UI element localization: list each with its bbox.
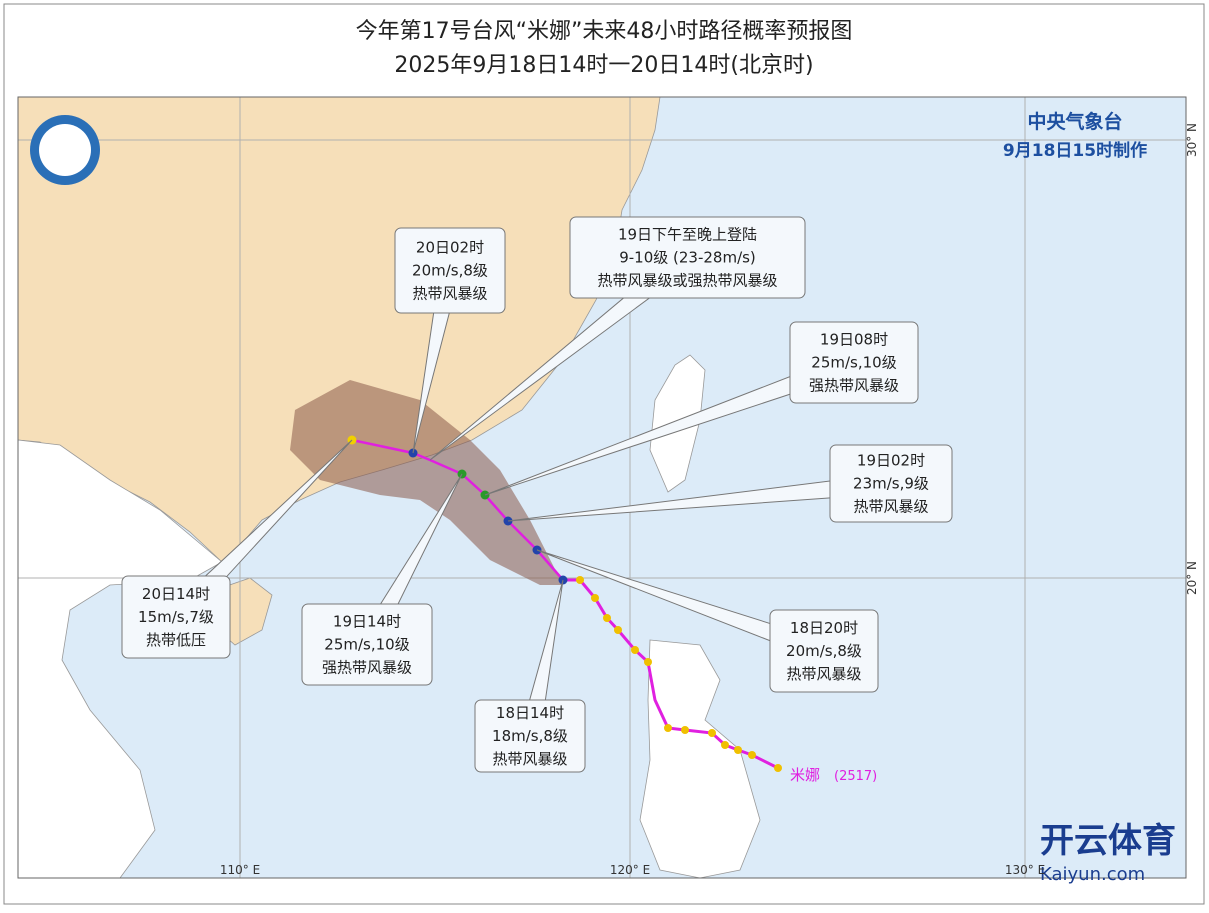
callout-box [569, 216, 806, 299]
past-point [721, 741, 729, 749]
past-point [644, 658, 652, 666]
callout-text: 20m/s,8级 [412, 262, 488, 280]
past-point [631, 646, 639, 654]
agency-time: 9月18日15时制作 [1003, 140, 1147, 161]
callout-box [121, 575, 231, 659]
y-axis-label: 30° N [1185, 123, 1199, 157]
callout-box [769, 609, 879, 693]
callout: 19日下午至晚上登陆 9-10级 (23-28m/s) 热带风暴级或强热带风暴级 [429, 216, 806, 461]
callout-box [829, 444, 953, 523]
callout-text: 强热带风暴级 [322, 659, 412, 677]
callout-text: 19日下午至晚上登陆 [618, 226, 757, 244]
x-axis-label: 120° E [610, 863, 650, 877]
land-indochina [17, 439, 223, 879]
callout-text: 热带风暴级 [786, 665, 861, 683]
callout-text: 20m/s,8级 [786, 642, 862, 660]
map-border [17, 96, 1187, 879]
callout-text: 19日02时 [857, 452, 925, 470]
callout-text: 强热带风暴级 [809, 377, 899, 395]
past-point [774, 764, 782, 772]
callout-text: 20日02时 [416, 239, 484, 257]
typhoon-code: (2517) [834, 769, 877, 784]
callout-text: 25m/s,10级 [324, 636, 409, 654]
watermark-url: Kaiyun.com [1040, 864, 1145, 885]
x-axis-label: 110° E [220, 863, 260, 877]
callout-box [789, 321, 919, 404]
past-track [563, 578, 779, 770]
x-axis-label: 130° E [1005, 863, 1045, 877]
callout-text: 18日14时 [496, 704, 564, 722]
past-point [748, 751, 756, 759]
callout-text: 热带风暴级 [853, 498, 928, 516]
past-point [603, 614, 611, 622]
subtitle: 2025年9月18日14时一20日14时(北京时) [394, 53, 813, 78]
past-point [576, 576, 584, 584]
callout-text: 热带低压 [146, 631, 206, 649]
callout-text: 20日14时 [142, 585, 210, 603]
callout-text: 23m/s,9级 [853, 475, 929, 493]
callout-text: 热带风暴级 [412, 285, 487, 303]
past-point [708, 729, 716, 737]
callout-text: 19日14时 [333, 613, 401, 631]
past-point [591, 594, 599, 602]
callout-text: 25m/s,10级 [811, 354, 896, 372]
past-point [734, 746, 742, 754]
agency-name: 中央气象台 [1027, 110, 1122, 133]
callout-box [301, 603, 433, 686]
callout-text: 18m/s,8级 [492, 727, 568, 745]
past-point [681, 726, 689, 734]
callout-text: 9-10级 (23-28m/s) [619, 249, 756, 267]
callout-box [474, 699, 586, 773]
callout-text: 18日20时 [790, 619, 858, 637]
callout-box [394, 227, 506, 314]
callout-text: 热带风暴级 [492, 750, 567, 768]
probability-cone [290, 380, 563, 585]
land-philippines [639, 639, 761, 879]
logo-inner [39, 124, 91, 176]
callout-text: 热带风暴级或强热带风暴级 [597, 272, 777, 290]
past-point [664, 724, 672, 732]
callout-text: 15m/s,7级 [138, 608, 214, 626]
typhoon-name: 米娜 [790, 766, 820, 784]
callout-text: 19日08时 [820, 331, 888, 349]
past-point [614, 626, 622, 634]
title: 今年第17号台风“米娜”未来48小时路径概率预报图 [356, 19, 853, 44]
y-axis-label: 20° N [1185, 561, 1199, 595]
watermark-name: 开云体育 [1040, 821, 1176, 861]
map-area: 中央气象台 9月18日15时制作 米娜 (2517) 开云体育 Kaiyun.c… [17, 96, 1187, 885]
frame [3, 3, 1205, 905]
